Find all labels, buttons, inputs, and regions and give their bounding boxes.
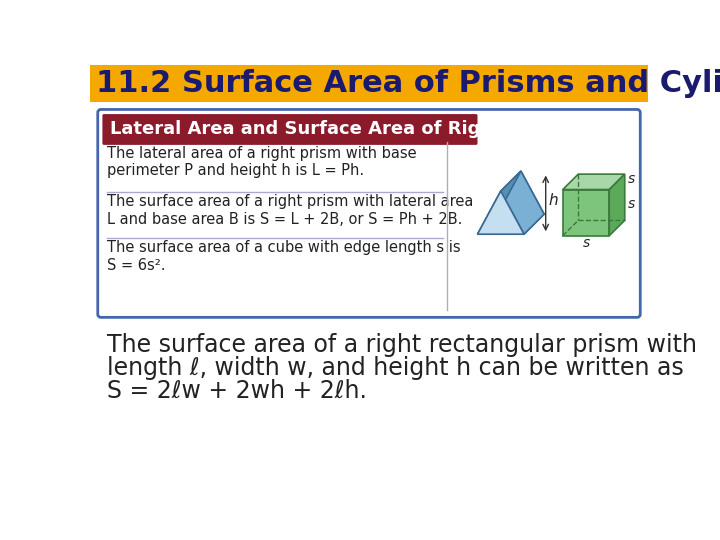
Polygon shape <box>477 214 544 234</box>
Text: The surface area of a cube with edge length s is
S = 6s².: The surface area of a cube with edge len… <box>107 240 461 273</box>
Polygon shape <box>477 191 524 234</box>
FancyBboxPatch shape <box>98 110 640 318</box>
Polygon shape <box>477 171 521 234</box>
Text: The lateral area of a right prism with base
perimeter P and height h is L = Ph.: The lateral area of a right prism with b… <box>107 146 417 178</box>
Text: Lateral Area and Surface Area of Right Prisms: Lateral Area and Surface Area of Right P… <box>110 120 576 138</box>
Polygon shape <box>498 171 544 214</box>
FancyBboxPatch shape <box>90 65 648 102</box>
Text: 11.2 Surface Area of Prisms and Cylinders: 11.2 Surface Area of Prisms and Cylinder… <box>96 69 720 98</box>
Polygon shape <box>500 171 544 234</box>
Text: The surface area of a right rectangular prism with: The surface area of a right rectangular … <box>107 333 697 357</box>
FancyBboxPatch shape <box>102 114 477 145</box>
Text: h: h <box>549 193 559 208</box>
Text: length ℓ, width w, and height h can be written as: length ℓ, width w, and height h can be w… <box>107 356 684 380</box>
Polygon shape <box>609 174 625 236</box>
Text: s: s <box>628 172 635 186</box>
Text: s: s <box>583 235 590 249</box>
Text: s: s <box>628 197 635 211</box>
Text: S = 2ℓw + 2wh + 2ℓh.: S = 2ℓw + 2wh + 2ℓh. <box>107 379 367 403</box>
Polygon shape <box>563 174 625 190</box>
Polygon shape <box>563 190 609 236</box>
Text: The surface area of a right prism with lateral area
L and base area B is S = L +: The surface area of a right prism with l… <box>107 194 474 227</box>
